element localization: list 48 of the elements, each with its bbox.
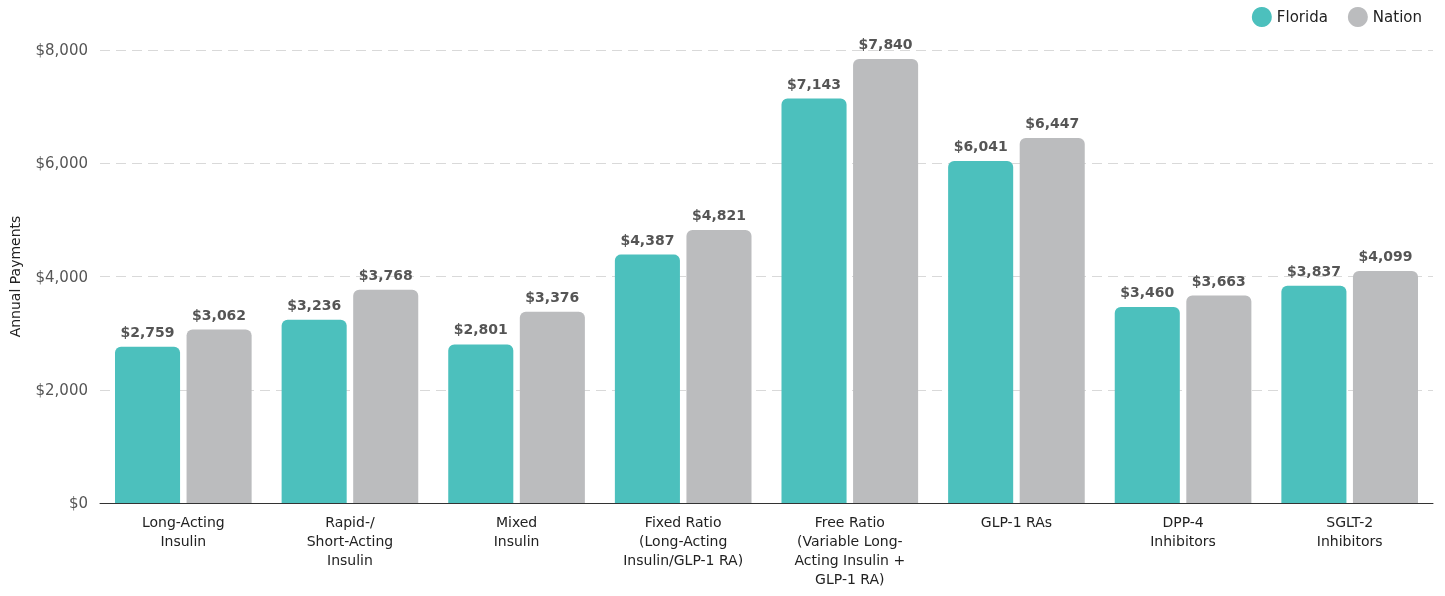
data-label: $4,821: [691, 207, 746, 224]
bar: [115, 346, 181, 503]
x-tick-label: GLP-1 RAs: [980, 513, 1053, 530]
data-label: $6,041: [953, 137, 1008, 154]
bar: [781, 98, 847, 503]
bar: [853, 59, 919, 503]
bar: [948, 160, 1014, 503]
x-tick-label: Mixed Insulin: [493, 513, 540, 549]
bar: [353, 289, 419, 503]
x-tick-label: Free Ratio (Variable Long- Acting Insulin + GLP-1 RA): [794, 513, 906, 587]
bar: [281, 319, 347, 503]
bar: [686, 230, 752, 503]
data-label: $2,801: [453, 321, 508, 338]
bar: [1186, 295, 1252, 503]
data-label: $3,376: [525, 288, 580, 305]
data-label: $7,840: [858, 36, 913, 53]
x-tick-label: Long-Acting Insulin: [141, 513, 225, 549]
data-label: $3,837: [1286, 262, 1341, 279]
y-tick-label: $6,000: [35, 154, 88, 173]
y-axis-title: Annual Payments: [7, 215, 23, 338]
x-tick-label: Rapid-/ Short-Acting Insulin: [306, 513, 394, 568]
data-label: $3,768: [358, 266, 413, 283]
data-label: $3,663: [1191, 272, 1246, 289]
bar: [519, 311, 585, 503]
bar: [1019, 137, 1085, 503]
y-tick-label: $0: [68, 494, 88, 512]
bar: [448, 344, 514, 503]
bar: [614, 254, 680, 503]
data-label: $3,460: [1120, 284, 1175, 301]
data-label: $4,387: [620, 231, 675, 248]
data-label: $6,447: [1025, 114, 1080, 131]
data-label: $3,062: [192, 306, 247, 323]
y-tick-label: $4,000: [35, 267, 88, 286]
bar: [186, 329, 252, 503]
data-label: $2,759: [120, 323, 175, 340]
legend-label: Nation: [1372, 8, 1423, 26]
y-tick-label: $2,000: [35, 380, 88, 399]
x-tick-label: SGLT-2 Inhibitors: [1316, 513, 1383, 549]
y-tick-label: $8,000: [35, 41, 88, 59]
data-label: $3,236: [287, 296, 342, 313]
bar: [1352, 270, 1418, 503]
bar: [1281, 285, 1347, 503]
bar: [1114, 307, 1180, 503]
data-label: $4,099: [1358, 247, 1413, 264]
x-tick-label: Fixed Ratio (Long-Acting Insulin/GLP-1 RA): [623, 513, 744, 568]
x-tick-label: DPP-4 Inhibitors: [1150, 513, 1216, 549]
legend-label: Florida: [1276, 8, 1328, 26]
data-label: $7,143: [787, 75, 842, 92]
